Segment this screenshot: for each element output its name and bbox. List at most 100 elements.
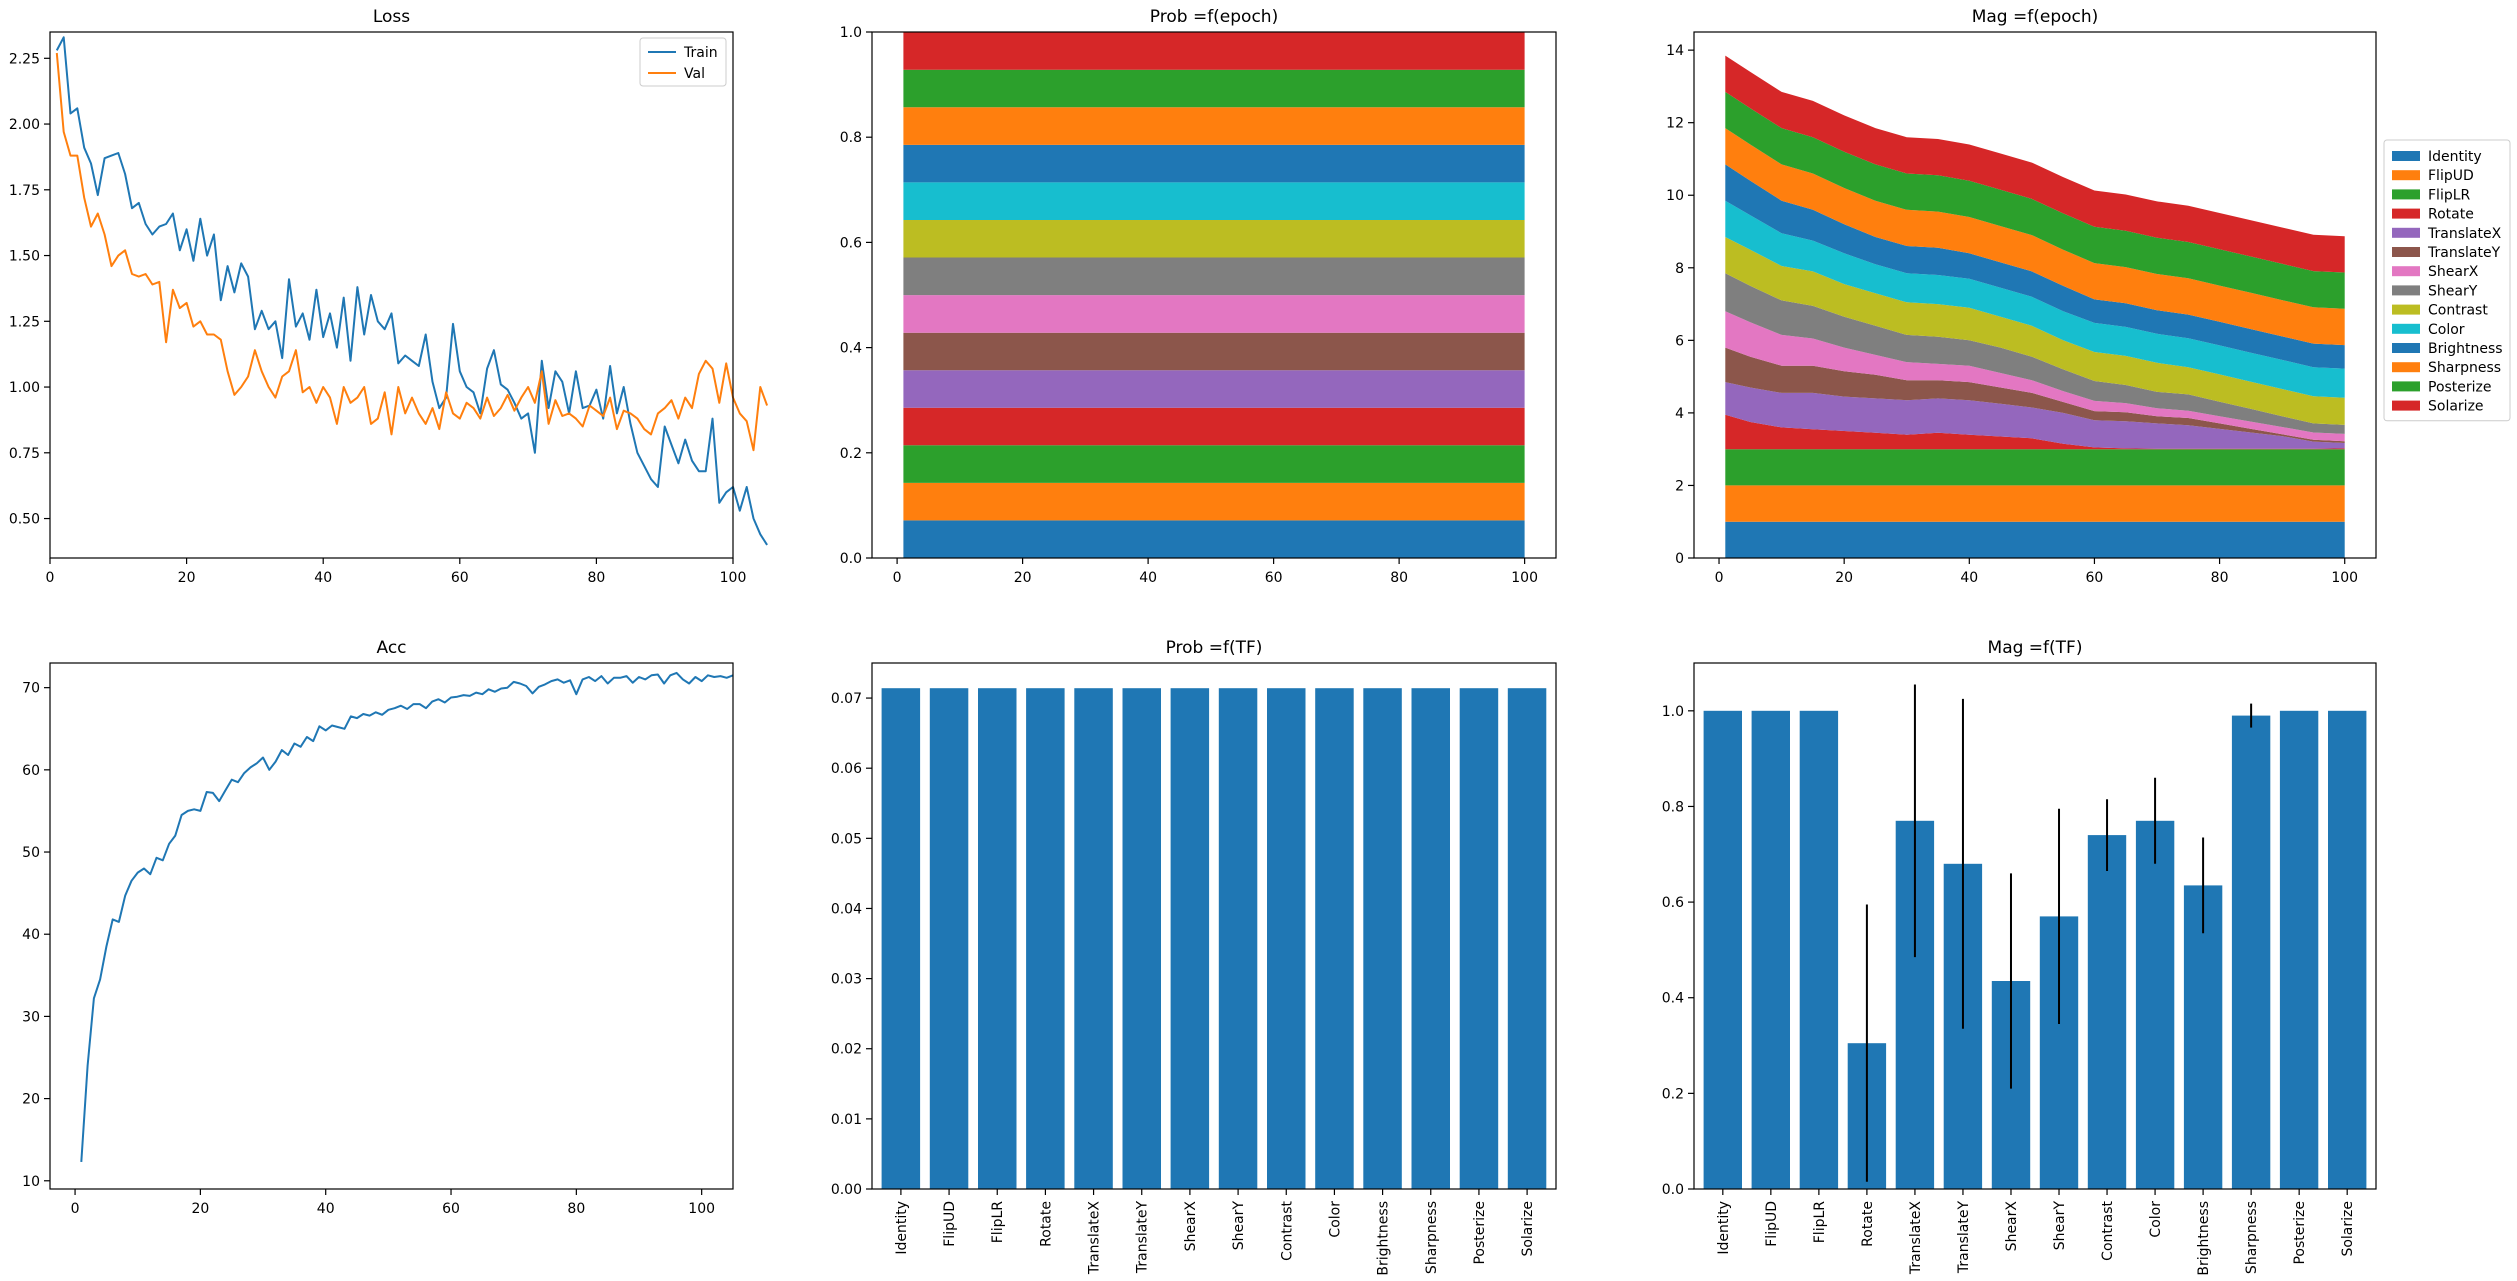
area-brightness (1725, 164, 2345, 369)
chart-mag_epoch: 0 2 4 6 8 10 12 14 0 20 40 60 80 100 Mag =f(epoch) Iden… (1666, 7, 2511, 586)
x-tick-label: Posterize (1472, 1201, 1488, 1265)
legend-swatch (2392, 208, 2420, 219)
x-tick-label: 60 (2086, 570, 2104, 586)
x-tick-label: Contrast (1279, 1200, 1295, 1260)
x-tick-label: Color (2148, 1201, 2164, 1238)
area-sheary (903, 257, 1525, 296)
bar-solarize (2328, 710, 2367, 1189)
legend-swatch (2392, 285, 2420, 296)
x-tick-label: 80 (2211, 570, 2229, 586)
x-tick-label: 20 (191, 1201, 209, 1217)
x-tick-label: 0 (46, 570, 55, 586)
y-tick-label: 2 (1675, 478, 1684, 494)
axes-frame (1693, 31, 2377, 559)
bar-posterize (1459, 688, 1499, 1189)
area-rotate (903, 407, 1525, 446)
x-tick-label: FlipUD (1764, 1201, 1780, 1247)
x-tick-label: ShearY (1231, 1201, 1247, 1251)
bar-color (1315, 688, 1354, 1189)
y-tick-label: 30 (22, 1009, 40, 1025)
area-brightness (903, 144, 1525, 183)
x-tick-label: Rotate (1038, 1201, 1054, 1247)
legend-label: FlipUD (2428, 168, 2474, 184)
y-tick-label: 0.02 (831, 1042, 862, 1058)
legend-swatch (2392, 343, 2420, 353)
area-contrast (1725, 237, 2345, 425)
y-tick-label: 1.50 (9, 249, 40, 265)
legend-swatch (2392, 323, 2420, 334)
bar-posterize (2279, 710, 2319, 1189)
y-tick-label: 2.00 (9, 117, 40, 133)
y-tick-label: 1.0 (1662, 704, 1684, 720)
legend-swatch (2392, 381, 2420, 392)
y-tick-label: 20 (22, 1092, 40, 1108)
area-sharpness (903, 107, 1525, 145)
y-tick-label: 14 (1666, 43, 1684, 59)
legend-label: Sharpness (2428, 360, 2501, 376)
area-color (1725, 200, 2345, 398)
area-translatey (1725, 347, 2345, 443)
y-tick-label: 60 (22, 763, 40, 779)
x-tick-label: TranslateY (1956, 1201, 1972, 1275)
x-tick-label: Solarize (1520, 1201, 1536, 1257)
x-tick-label: Rotate (1860, 1201, 1876, 1247)
chart-prob_tf: 0.00 0.01 0.02 0.03 0.04 0.05 0.06 0.07 Identity… (831, 638, 1557, 1276)
y-tick-label: 12 (1666, 116, 1684, 132)
chart-title: Prob =f(TF) (1166, 638, 1263, 658)
x-tick-label: Brightness (1376, 1201, 1392, 1276)
y-tick-label: 0.0 (840, 551, 862, 567)
bar-translatey (1122, 688, 1161, 1189)
legend-swatch (2392, 362, 2420, 373)
area-identity (1725, 521, 2345, 558)
area-rotate (1725, 414, 2345, 450)
x-tick-label: 60 (1265, 570, 1283, 586)
y-tick-label: 6 (1675, 333, 1684, 349)
y-tick-label: 0.00 (831, 1182, 862, 1198)
y-tick-label: 10 (22, 1174, 40, 1190)
y-tick-label: 50 (22, 845, 40, 861)
area-sheary (1725, 273, 2345, 434)
legend-label: Contrast (2428, 303, 2488, 319)
area-solarize (1725, 55, 2345, 273)
x-tick-label: TranslateX (1908, 1201, 1924, 1276)
y-tick-label: 70 (22, 681, 40, 697)
area-translatex (903, 370, 1525, 408)
y-tick-label: 0.06 (831, 761, 862, 777)
y-tick-label: 0.8 (1662, 799, 1684, 815)
y-tick-label: 0.2 (1662, 1086, 1684, 1102)
y-tick-label: 10 (1666, 188, 1684, 204)
area-translatey (903, 332, 1525, 371)
bar-solarize (1507, 688, 1547, 1189)
bar-contrast (1267, 688, 1306, 1189)
chart-prob_epoch: 0.0 0.2 0.4 0.6 0.8 1.0 0 20 40 60 80 100 Prob =f(ep… (840, 7, 1557, 586)
y-tick-label: 0.04 (831, 901, 862, 917)
area-flipud (903, 482, 1525, 521)
chart-mag_tf: 0.0 0.2 0.4 0.6 0.8 1.0 Identity FlipUD FlipLR Ro… (1662, 638, 2377, 1276)
y-tick-label: 0.01 (831, 1112, 862, 1128)
x-tick-label: ShearY (2052, 1201, 2068, 1251)
x-tick-label: Sharpness (1424, 1201, 1440, 1274)
bar-contrast (2087, 835, 2127, 1189)
y-tick-label: 0.50 (9, 512, 40, 528)
legend-swatch (2392, 304, 2420, 315)
y-tick-label: 8 (1675, 261, 1684, 277)
bar-sheary (1218, 688, 1258, 1189)
x-tick-label: 100 (688, 1201, 715, 1217)
x-tick-label: 40 (317, 1201, 335, 1217)
x-tick-label: 40 (1960, 570, 1978, 586)
y-tick-label: 4 (1675, 406, 1684, 422)
x-tick-label: FlipUD (942, 1201, 958, 1247)
legend-label: Color (2428, 322, 2465, 338)
x-tick-label: 100 (2331, 570, 2358, 586)
area-color (903, 182, 1525, 220)
legend-swatch (2392, 400, 2420, 411)
x-tick-label: TranslateX (1087, 1201, 1103, 1276)
x-tick-label: 20 (178, 570, 196, 586)
area-fliplr (1725, 449, 2345, 486)
legend-label: Brightness (2428, 341, 2503, 357)
chart-acc: 10 20 30 40 50 60 70 0 20 40 60 80 100 Acc (22, 638, 734, 1217)
y-tick-label: 0.4 (1662, 991, 1684, 1007)
legend-label: ShearX (2428, 264, 2479, 280)
x-tick-label: Solarize (2340, 1201, 2356, 1257)
